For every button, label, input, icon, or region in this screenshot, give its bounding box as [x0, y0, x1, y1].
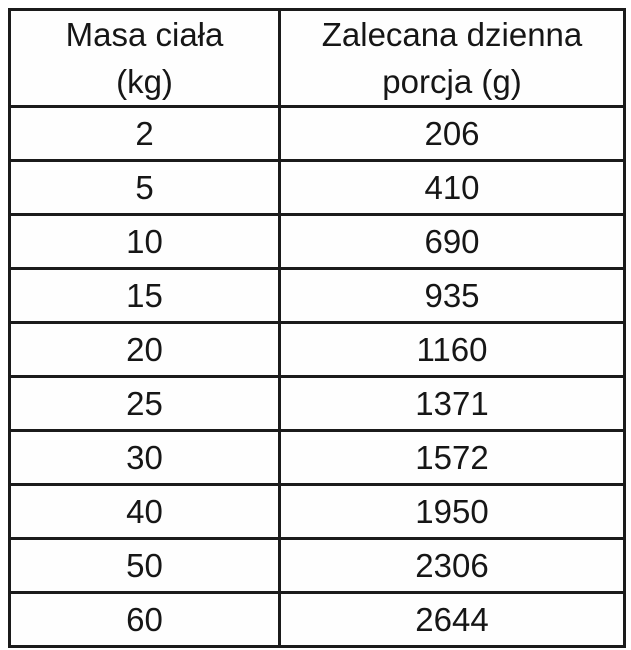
portion-cell: 1371 — [278, 375, 626, 432]
weight-cell: 30 — [8, 429, 281, 486]
weight-cell: 5 — [8, 159, 281, 216]
table-row: 15 935 — [8, 267, 626, 324]
portion-cell: 206 — [278, 105, 626, 162]
portion-cell: 2644 — [278, 591, 626, 648]
header-weight-label: Masa ciała (kg) — [65, 16, 224, 100]
feeding-dosage-table: Masa ciała (kg) Zalecana dzienna porcja … — [8, 8, 626, 648]
header-cell-portion: Zalecana dzienna porcja (g) — [278, 8, 626, 108]
portion-cell: 2306 — [278, 537, 626, 594]
table-row: 30 1572 — [8, 429, 626, 486]
header-portion-label: Zalecana dzienna porcja (g) — [321, 16, 583, 100]
portion-cell: 1572 — [278, 429, 626, 486]
weight-cell: 20 — [8, 321, 281, 378]
table-row: 2 206 — [8, 105, 626, 162]
weight-cell: 50 — [8, 537, 281, 594]
weight-cell: 15 — [8, 267, 281, 324]
weight-cell: 2 — [8, 105, 281, 162]
portion-cell: 1160 — [278, 321, 626, 378]
portion-cell: 410 — [278, 159, 626, 216]
weight-cell: 60 — [8, 591, 281, 648]
weight-cell: 40 — [8, 483, 281, 540]
table-row: 50 2306 — [8, 537, 626, 594]
table-row: 5 410 — [8, 159, 626, 216]
table-row: 25 1371 — [8, 375, 626, 432]
header-cell-weight: Masa ciała (kg) — [8, 8, 281, 108]
portion-cell: 690 — [278, 213, 626, 270]
portion-cell: 935 — [278, 267, 626, 324]
weight-cell: 10 — [8, 213, 281, 270]
weight-cell: 25 — [8, 375, 281, 432]
table-row: 40 1950 — [8, 483, 626, 540]
header-row: Masa ciała (kg) Zalecana dzienna porcja … — [8, 8, 626, 108]
table-row: 10 690 — [8, 213, 626, 270]
table-row: 60 2644 — [8, 591, 626, 648]
portion-cell: 1950 — [278, 483, 626, 540]
table-row: 20 1160 — [8, 321, 626, 378]
